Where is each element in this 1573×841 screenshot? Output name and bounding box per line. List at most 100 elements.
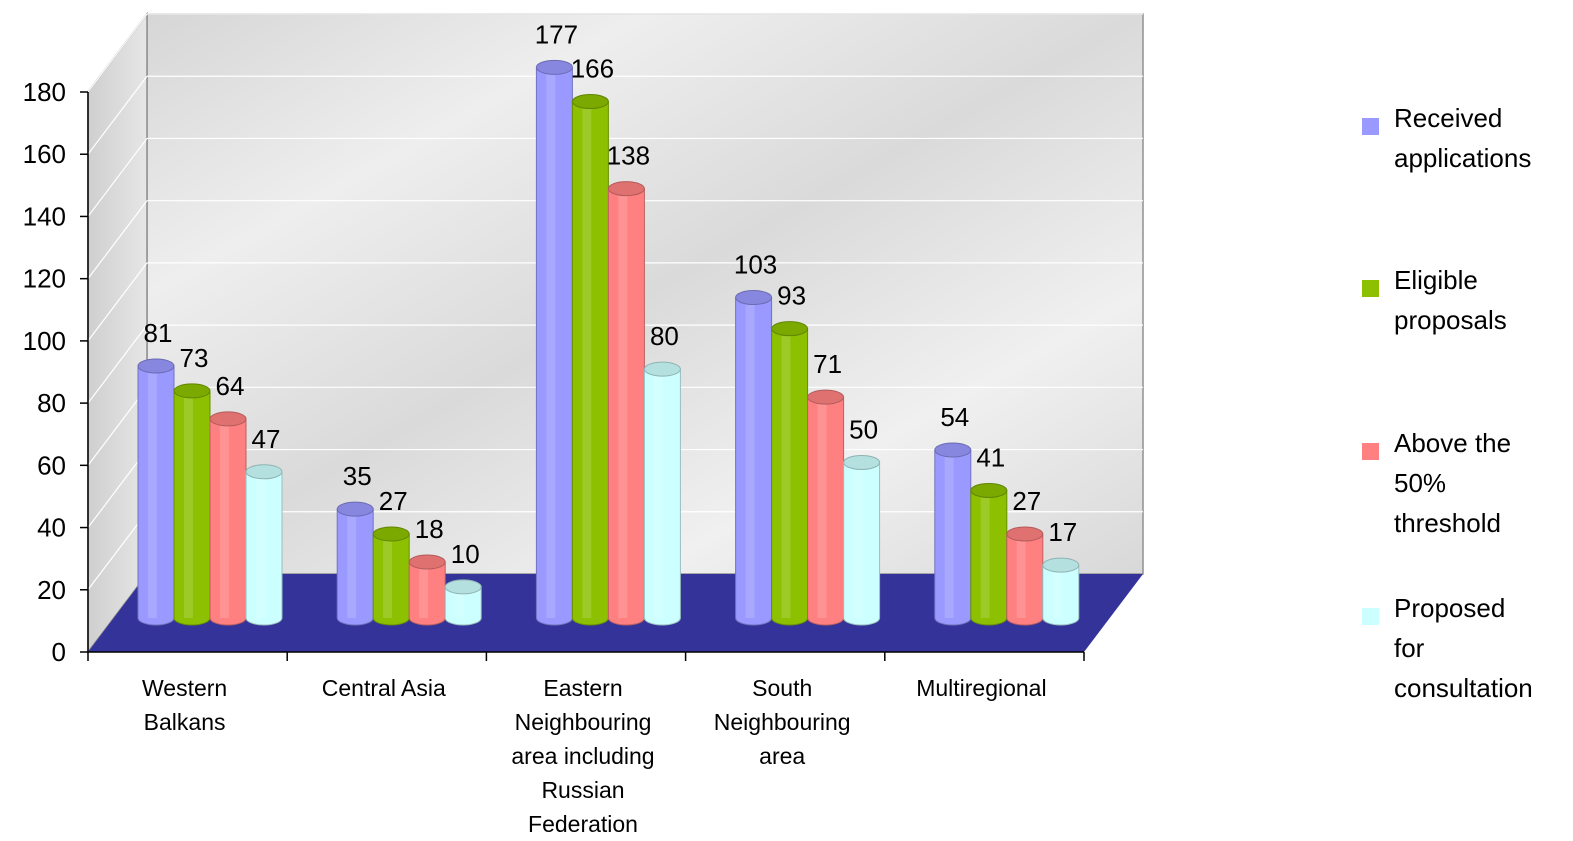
bar-highlight <box>347 509 357 618</box>
bar <box>137 358 175 626</box>
bar-top <box>444 579 482 595</box>
y-tick-label: 0 <box>52 637 66 667</box>
bar-highlight <box>781 328 791 618</box>
category-label-line: Russian <box>541 777 624 803</box>
legend-label: Above the 50% threshold <box>1394 423 1569 543</box>
bar-highlight <box>944 450 954 618</box>
legend-label-line: Received <box>1394 103 1503 133</box>
bar <box>1042 557 1080 626</box>
category-label: South Neighbouring area <box>714 675 851 769</box>
y-axis-ticks: 0 20 40 60 80 100 120 140 160 180 <box>23 77 88 667</box>
category-label: Eastern Neighbouring area including Russian… <box>511 675 654 837</box>
bar <box>735 290 773 626</box>
bar-highlight <box>817 397 827 618</box>
data-label: 81 <box>144 318 173 348</box>
data-label: 10 <box>451 539 480 569</box>
category-label: Central Asia <box>322 675 446 701</box>
bar <box>408 554 446 626</box>
bar-highlight <box>255 471 265 618</box>
bar-top <box>372 526 410 542</box>
bar-top <box>571 94 609 110</box>
legend-label-line: proposals <box>1394 305 1507 335</box>
data-label: 35 <box>343 461 372 491</box>
gridline-side <box>87 386 148 466</box>
bar-top <box>336 501 374 517</box>
bar-top <box>934 442 972 458</box>
bar-top <box>970 482 1008 498</box>
data-label: 71 <box>813 349 842 379</box>
x-axis-ticks <box>87 652 1085 661</box>
data-label: 50 <box>849 414 878 444</box>
legend-swatch <box>1362 608 1379 625</box>
category-labels: Western Balkans Central Asia Eastern Neighbo… <box>142 675 1047 837</box>
data-label: 27 <box>1012 486 1041 516</box>
data-label: 18 <box>415 514 444 544</box>
category-label-line: Central Asia <box>322 675 446 701</box>
bar-top <box>137 358 175 374</box>
y-tick-label: 20 <box>37 575 66 605</box>
bar <box>843 454 881 626</box>
y-tick-label: 180 <box>23 77 66 107</box>
y-tick-label: 40 <box>37 513 66 543</box>
y-tick-label: 100 <box>23 326 66 356</box>
bar-highlight <box>455 586 465 618</box>
category-label-line: Federation <box>528 811 638 837</box>
bar-highlight <box>980 490 990 618</box>
legend-swatch <box>1362 280 1379 297</box>
legend-label: Received applications <box>1394 98 1569 178</box>
gridline-side <box>87 511 148 591</box>
legend-label-line: Eligible <box>1394 265 1478 295</box>
bar-highlight <box>383 534 393 618</box>
legend-label: Eligible proposals <box>1394 260 1569 340</box>
bar-highlight <box>1016 534 1026 618</box>
category-label: Multiregional <box>916 675 1046 701</box>
category-label-line: Neighbouring <box>515 709 652 735</box>
bar-highlight <box>745 297 755 618</box>
legend-label-line: threshold <box>1394 508 1501 538</box>
bar-top <box>735 290 773 306</box>
bar-top <box>245 464 283 480</box>
data-label: 64 <box>216 371 245 401</box>
data-label: 93 <box>777 281 806 311</box>
bar-top <box>535 59 573 75</box>
bar <box>444 579 482 626</box>
bar-highlight <box>582 101 592 619</box>
data-label: 138 <box>607 141 650 171</box>
bar-top <box>607 181 645 197</box>
bar-highlight <box>546 67 556 619</box>
bar-highlight <box>183 390 193 618</box>
bar-highlight <box>618 188 628 618</box>
bar-highlight <box>219 418 229 618</box>
legend-swatch <box>1362 118 1379 135</box>
bar <box>245 464 283 626</box>
category-label-line: South <box>752 675 812 701</box>
data-label: 47 <box>252 424 281 454</box>
bar-top <box>209 411 247 427</box>
bar-highlight <box>1052 565 1062 618</box>
y-tick-label: 160 <box>23 139 66 169</box>
bar-top <box>1006 526 1044 542</box>
data-label: 166 <box>571 54 614 84</box>
category-label-line: Balkans <box>144 709 226 735</box>
bar <box>372 526 410 626</box>
legend-label-line: for <box>1394 633 1425 663</box>
legend-label-line: consultation <box>1394 673 1533 703</box>
category-label: Western Balkans <box>142 675 227 735</box>
legend-label: Proposed for consultation <box>1394 588 1569 708</box>
y-tick-label: 60 <box>37 450 66 480</box>
legend-label-line: Proposed <box>1394 593 1506 623</box>
bar-top <box>807 389 845 405</box>
data-label: 73 <box>180 343 209 373</box>
bar-top <box>173 383 211 399</box>
gridline-side <box>87 262 148 342</box>
bar-top <box>643 361 681 377</box>
data-label: 17 <box>1048 517 1077 547</box>
y-tick-label: 120 <box>23 264 66 294</box>
gridline-side <box>87 13 148 93</box>
category-label-line: Multiregional <box>916 675 1046 701</box>
bar-top <box>1042 557 1080 573</box>
bar-top <box>843 454 881 470</box>
bar-highlight <box>147 366 157 618</box>
bar-highlight <box>654 369 664 618</box>
y-tick-label: 140 <box>23 201 66 231</box>
